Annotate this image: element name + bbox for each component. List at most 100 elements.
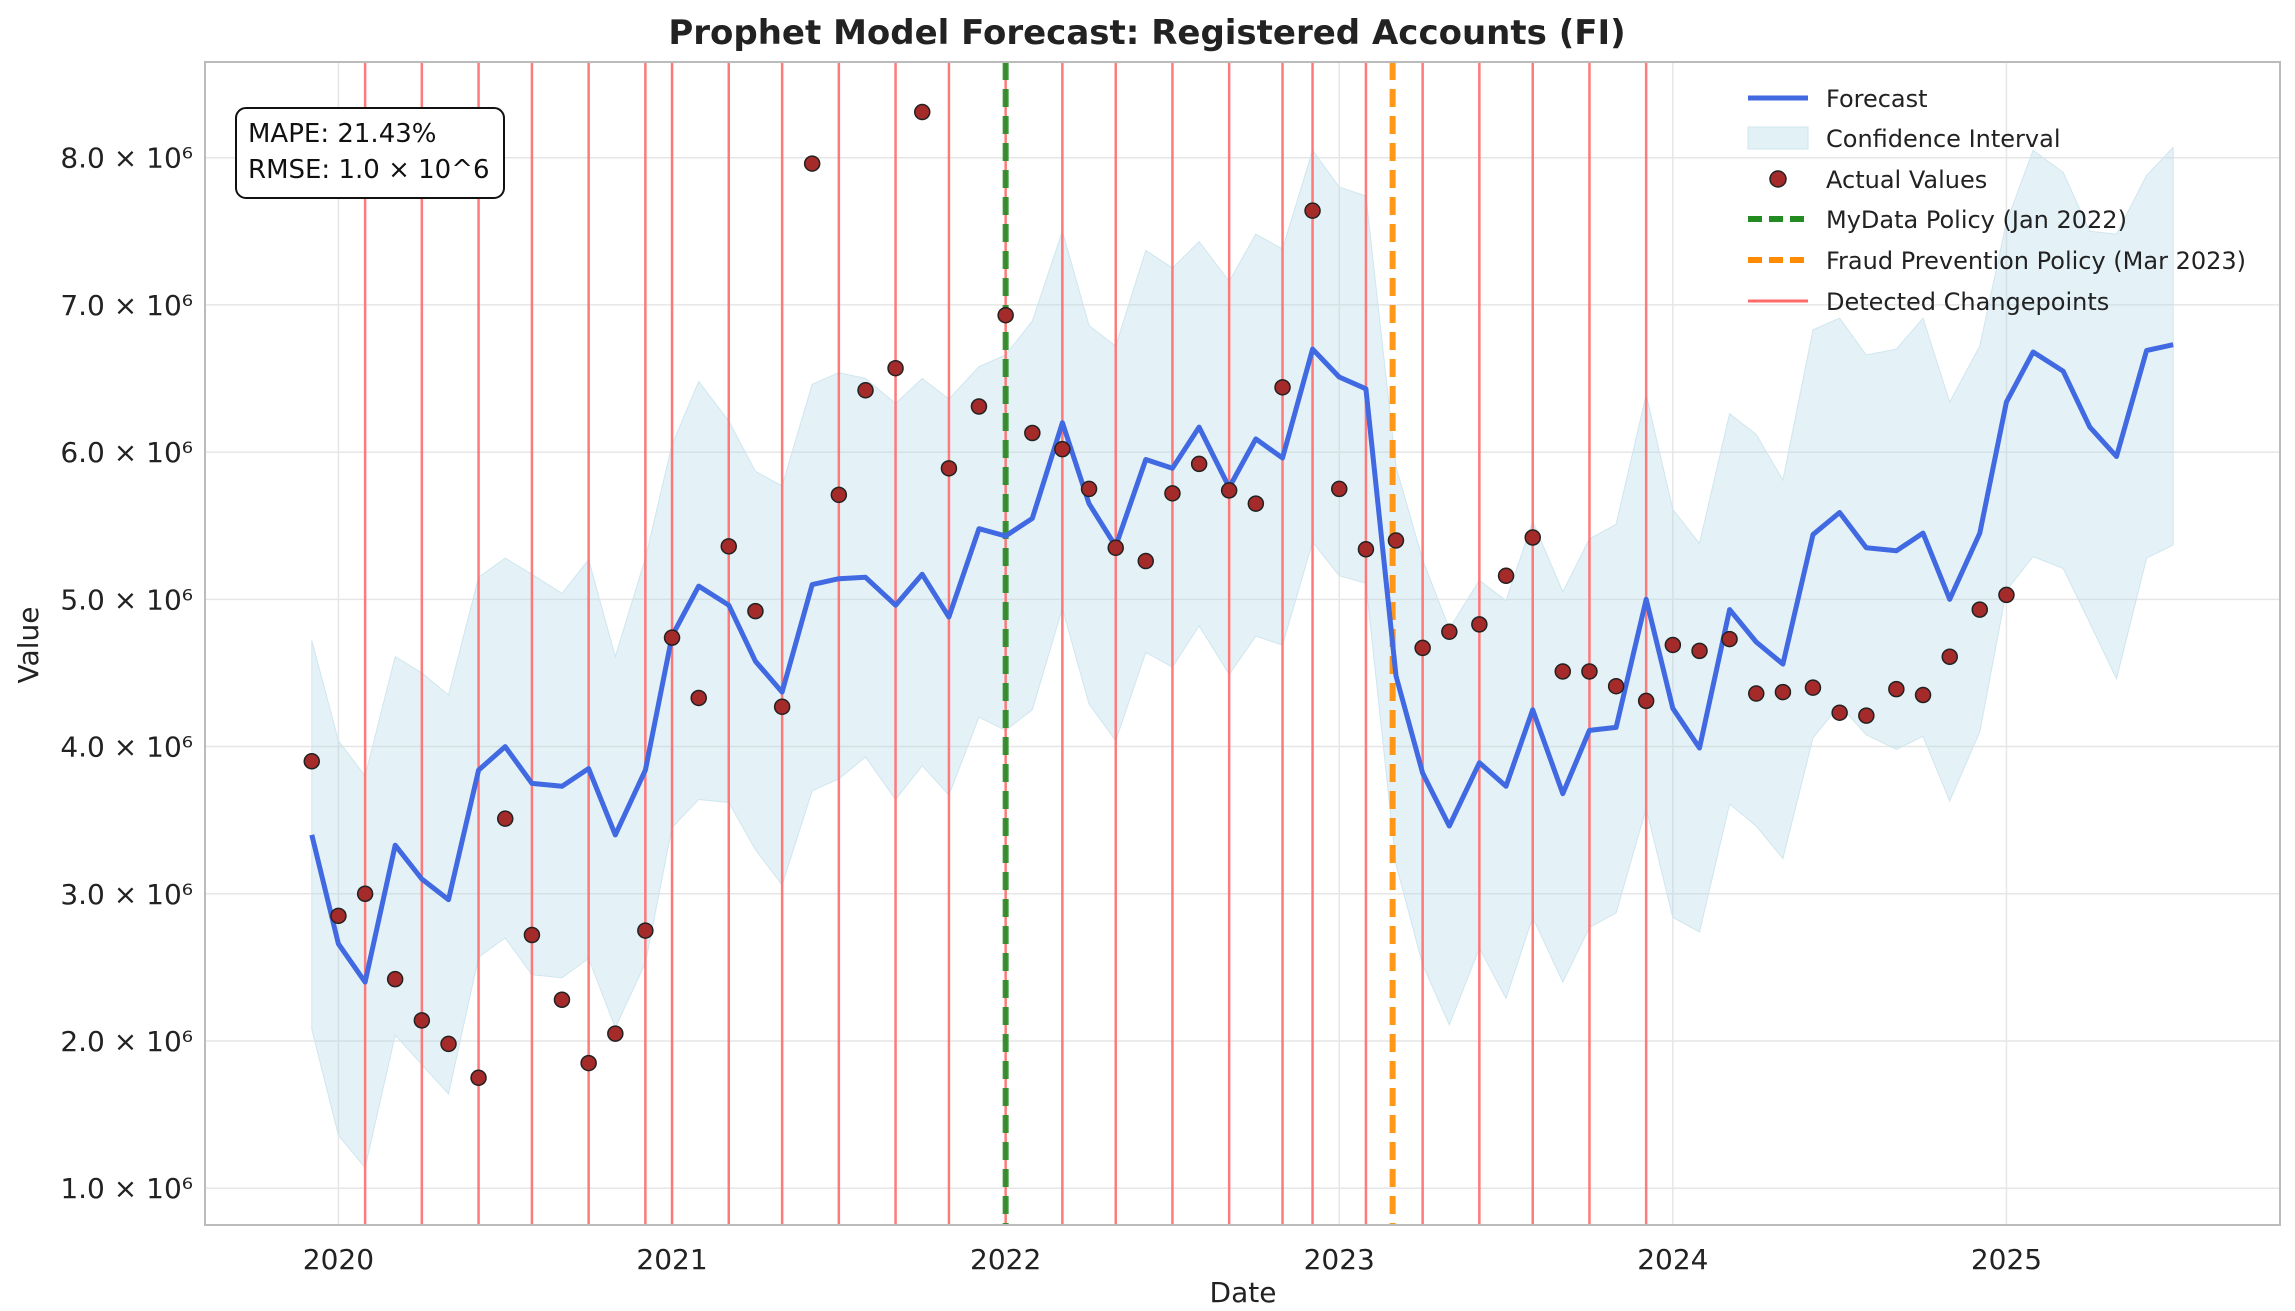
actual-point bbox=[970, 398, 988, 415]
y-ticks: 1.0 × 10⁶ 2.0 × 10⁶ 3.0 × 10⁶ 4.0 × 10⁶ 5.0 … bbox=[60, 142, 193, 1206]
actual-point bbox=[637, 922, 654, 939]
actual-point bbox=[1747, 685, 1765, 702]
legend-fraud-label: Fraud Prevention Policy (Mar 2023) bbox=[1826, 247, 2246, 275]
x-tick-label: 2022 bbox=[970, 1243, 1041, 1276]
actual-point bbox=[496, 810, 514, 827]
actual-point bbox=[1220, 482, 1238, 499]
actual-point bbox=[580, 1054, 597, 1072]
y-tick-label: 5.0 × 10⁶ bbox=[60, 583, 193, 616]
y-tick-label: 1.0 × 10⁶ bbox=[60, 1172, 193, 1205]
actual-point bbox=[1304, 202, 1321, 219]
actual-point bbox=[913, 103, 931, 121]
actual-point bbox=[1858, 707, 1875, 724]
legend-ci-label: Confidence Interval bbox=[1826, 125, 2060, 153]
actual-point bbox=[803, 155, 821, 172]
x-tick-label: 2025 bbox=[1971, 1243, 2042, 1276]
actual-point bbox=[1471, 616, 1488, 633]
actual-point bbox=[940, 460, 958, 477]
actual-point bbox=[1274, 379, 1291, 396]
y-axis-label: Value bbox=[12, 607, 45, 684]
stats-box-frame bbox=[235, 107, 505, 199]
actual-point bbox=[1888, 680, 1905, 698]
actual-point bbox=[1054, 440, 1071, 458]
x-axis-label: Date bbox=[1210, 1276, 1277, 1309]
legend-forecast-label: Forecast bbox=[1826, 85, 1928, 113]
chart-title: Prophet Model Forecast: Registered Accou… bbox=[668, 13, 1625, 53]
x-ticks: 2020 2021 2022 2023 2024 2025 bbox=[303, 1243, 2042, 1276]
forecast-line-group bbox=[309, 342, 2174, 985]
forecast-line bbox=[309, 342, 2174, 985]
actual-point bbox=[857, 382, 874, 399]
actual-point bbox=[440, 1035, 457, 1053]
actual-point bbox=[1554, 663, 1572, 680]
actual-point bbox=[1804, 679, 1822, 696]
y-tick-label: 2.0 × 10⁶ bbox=[60, 1025, 193, 1058]
actual-point bbox=[720, 538, 738, 555]
actual-point bbox=[1137, 552, 1155, 570]
y-tick-label: 8.0 × 10⁶ bbox=[60, 142, 193, 175]
actual-point bbox=[1914, 686, 1932, 704]
y-tick-label: 6.0 × 10⁶ bbox=[60, 436, 193, 469]
actual-point bbox=[1497, 567, 1515, 585]
actual-point bbox=[1831, 704, 1848, 721]
actual-point bbox=[1721, 630, 1738, 648]
actual-point bbox=[1387, 532, 1405, 549]
actual-point bbox=[773, 698, 791, 716]
actual-point bbox=[747, 602, 764, 620]
x-tick-label: 2020 bbox=[303, 1243, 374, 1276]
actual-point bbox=[1774, 683, 1792, 701]
actual-point bbox=[1691, 642, 1708, 660]
legend-actual-swatch bbox=[1769, 170, 1787, 188]
actual-point bbox=[1637, 692, 1655, 710]
actual-point bbox=[1941, 648, 1958, 665]
actual-point bbox=[607, 1025, 624, 1042]
actual-points bbox=[303, 103, 2015, 1087]
actual-point bbox=[330, 907, 347, 925]
actual-point bbox=[1971, 601, 1989, 618]
y-tick-label: 3.0 × 10⁶ bbox=[60, 878, 193, 911]
y-tick-label: 7.0 × 10⁶ bbox=[60, 289, 193, 322]
actual-point bbox=[1107, 539, 1124, 557]
y-tick-label: 4.0 × 10⁶ bbox=[60, 731, 193, 764]
legend-actual-label: Actual Values bbox=[1826, 166, 1987, 194]
actual-point bbox=[830, 486, 848, 504]
actual-point bbox=[997, 306, 1014, 324]
actual-point bbox=[1164, 485, 1181, 502]
actual-point bbox=[1024, 424, 1041, 442]
x-tick-label: 2023 bbox=[1304, 1243, 1375, 1276]
actual-point bbox=[1190, 455, 1208, 473]
actual-point bbox=[1581, 663, 1598, 680]
actual-point bbox=[1524, 529, 1541, 546]
actual-point bbox=[356, 885, 374, 903]
actual-point bbox=[523, 926, 541, 944]
confidence-interval bbox=[311, 146, 2174, 1169]
actual-point bbox=[553, 991, 571, 1009]
actual-point bbox=[1998, 586, 2015, 604]
legend: Forecast Confidence Interval Actual Valu… bbox=[1747, 85, 2246, 316]
actual-point bbox=[1607, 677, 1625, 695]
actual-point bbox=[1247, 495, 1265, 512]
actual-point bbox=[413, 1012, 431, 1029]
actual-point bbox=[1080, 480, 1098, 498]
changepoint-lines bbox=[363, 62, 1648, 1225]
actual-point bbox=[690, 689, 707, 707]
x-tick-label: 2021 bbox=[636, 1243, 707, 1276]
actual-point bbox=[887, 359, 904, 377]
actual-point bbox=[470, 1069, 487, 1087]
mape-text: MAPE: 21.43% bbox=[248, 119, 437, 149]
stats-box: MAPE: 21.43% RMSE: 1.0 × 10^6 bbox=[235, 107, 505, 199]
actual-point bbox=[663, 629, 681, 646]
legend-changepoints-label: Detected Changepoints bbox=[1826, 288, 2109, 316]
confidence-band bbox=[311, 146, 2174, 1169]
actual-point bbox=[1441, 623, 1458, 640]
legend-ci-swatch bbox=[1747, 126, 1809, 150]
actual-point bbox=[303, 753, 321, 770]
plot-frame bbox=[204, 61, 2281, 1226]
actual-point bbox=[1357, 541, 1375, 558]
actual-point bbox=[1330, 480, 1348, 498]
legend-mydata-label: MyData Policy (Jan 2022) bbox=[1826, 206, 2127, 234]
actual-point bbox=[1664, 636, 1682, 654]
actual-point bbox=[386, 970, 404, 988]
x-tick-label: 2024 bbox=[1637, 1243, 1708, 1276]
